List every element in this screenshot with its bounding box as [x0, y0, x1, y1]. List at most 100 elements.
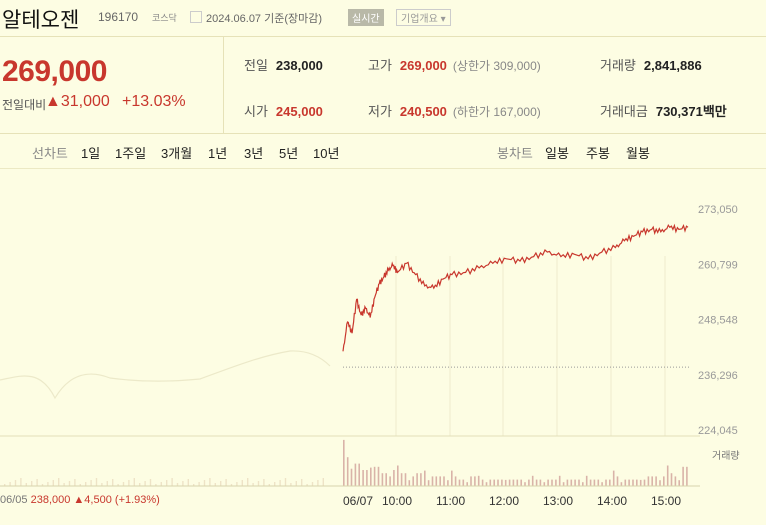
volume-bar: [570, 479, 573, 486]
prev-volume-bar: [214, 483, 216, 486]
volume-bar: [551, 479, 553, 486]
y-tick-label: 236,296: [698, 370, 738, 382]
volume-bar: [470, 476, 472, 486]
volume-bar: [343, 439, 345, 486]
volume-bar: [501, 479, 503, 486]
volume-bar: [493, 479, 495, 486]
volume-bar: [670, 473, 673, 486]
prev-volume-bar: [79, 484, 81, 486]
volume-bar: [354, 463, 357, 486]
stat-value: 245,000: [275, 104, 323, 119]
volume-bar: [682, 466, 684, 486]
prev-volume-bar: [257, 481, 260, 486]
prev-volume-bar: [225, 479, 227, 486]
prev-volume-bar: [322, 478, 324, 486]
prev-volume-bar: [247, 478, 249, 486]
volume-bar: [632, 479, 634, 486]
volume-bar: [524, 482, 526, 486]
volume-bar: [481, 479, 484, 486]
tab-1w[interactable]: 1주일: [115, 146, 147, 161]
prev-volume-bar: [209, 478, 211, 486]
change-label: 전일대비: [2, 98, 47, 112]
prev-day-summary: 06/05 238,000 ▲4,500 (+1.93%): [0, 494, 160, 506]
tab-1d[interactable]: 1일: [81, 146, 101, 161]
stat-label: 고가: [368, 58, 392, 73]
volume-bar: [370, 467, 372, 486]
volume-bar: [466, 482, 468, 486]
prev-day-pct: (+1.93%): [114, 494, 160, 506]
as-of-label: 2024.06.07 기준(장마감): [190, 10, 322, 26]
tab-5y[interactable]: 5년: [279, 146, 299, 161]
prev-volume-bar: [14, 480, 17, 486]
market-label: 코스닥: [152, 13, 177, 23]
volume-bar: [666, 465, 669, 486]
tab-10y[interactable]: 10년: [313, 146, 340, 161]
prev-volume-bar: [317, 480, 319, 486]
tab-3y[interactable]: 3년: [244, 146, 264, 161]
realtime-button[interactable]: 실시간: [348, 9, 384, 26]
prev-volume-bar: [301, 479, 303, 486]
volume-bar: [346, 457, 349, 486]
tab-line-chart[interactable]: 선차트: [32, 146, 68, 161]
price-line: [342, 223, 689, 352]
change-absolute: ▲31,000: [45, 93, 110, 110]
company-info-button[interactable]: 기업개요 ▾: [396, 9, 451, 26]
volume-bar: [620, 482, 623, 486]
x-tick-label: 14:00: [597, 494, 628, 508]
volume-label-text: 거래량: [712, 451, 740, 462]
tab-candle-chart[interactable]: 봉차트: [497, 146, 533, 161]
tab-3m[interactable]: 3개월: [161, 146, 193, 161]
prev-volume-bar: [176, 483, 179, 486]
volume-bar: [474, 476, 476, 486]
volume-bar: [624, 479, 627, 486]
stat-trade-value: 거래대금 730,371백만: [600, 101, 727, 120]
volume-bar: [497, 479, 499, 486]
tab-weekly[interactable]: 주봉: [586, 146, 610, 161]
prev-volume-bar: [311, 482, 314, 486]
prev-volume-bar: [284, 478, 287, 486]
volume-bar: [362, 470, 364, 486]
tab-1y[interactable]: 1년: [208, 146, 228, 161]
calendar-icon: [190, 11, 202, 23]
price-chart[interactable]: 273,050 260,799 248,548 236,296 224,045 거래량 …: [0, 168, 766, 520]
tab-monthly[interactable]: 월봉: [626, 146, 650, 161]
y-tick-label: 273,050: [698, 204, 738, 216]
volume-bar: [535, 479, 538, 486]
prev-volume-bar: [306, 484, 308, 486]
prev-volume-bar: [106, 481, 108, 486]
volume-bar: [485, 482, 488, 486]
volume-bar: [589, 479, 592, 486]
as-of-text: 2024.06.07 기준(장마감): [206, 13, 323, 25]
tab-daily[interactable]: 일봉: [545, 146, 569, 161]
prev-volume-bar: [182, 481, 184, 486]
prev-volume-bar: [128, 480, 130, 486]
volume-bar: [616, 476, 619, 486]
volume-bar: [512, 479, 515, 486]
prev-volume-bar: [279, 480, 281, 486]
volume-bar: [659, 480, 661, 486]
chart-tabs: 선차트 1일 1주일 3개월 1년 3년 5년 10년 봉차트 일봉 주봉 월봉: [0, 134, 766, 169]
volume-bar: [366, 470, 368, 486]
prev-day-close: 238,000: [30, 494, 71, 506]
volume-bar: [516, 479, 519, 486]
volume-bar: [454, 476, 457, 486]
volume-bar: [647, 476, 650, 486]
volume-bar: [350, 468, 353, 486]
volume-bar: [377, 466, 380, 486]
volume-bar: [593, 479, 596, 486]
prev-volume-bar: [74, 479, 76, 486]
y-tick-label: 248,548: [698, 315, 738, 327]
volume-bar: [431, 476, 434, 486]
y-axis-labels: 273,050 260,799 248,548 236,296 224,045: [698, 204, 738, 437]
stat-value: 2,841,886: [643, 58, 702, 73]
volume-bar: [424, 470, 426, 486]
prev-volume-bar: [20, 478, 22, 486]
x-tick-label: 13:00: [543, 494, 574, 508]
stock-name: 알테오젠: [2, 9, 80, 32]
chart-grid: [395, 256, 666, 436]
volume-bar: [555, 479, 557, 486]
volume-bar: [412, 476, 414, 486]
prev-volume-bar: [41, 484, 44, 486]
change-percent: +13.03%: [122, 93, 186, 110]
volume-bar: [408, 480, 411, 486]
